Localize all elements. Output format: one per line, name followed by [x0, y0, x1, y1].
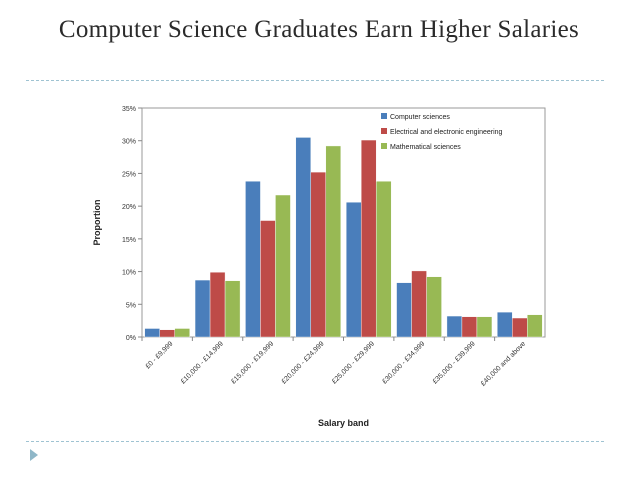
- bar-1-6: [396, 282, 412, 338]
- bar-1-1: [144, 328, 160, 338]
- legend-label-3: Mathematical sciences: [390, 144, 461, 151]
- bar-3-4: [325, 145, 342, 338]
- bar-3-8: [527, 314, 543, 338]
- y-tick-label: 5%: [126, 302, 136, 309]
- slide-title: Computer Science Graduates Earn Higher S…: [58, 16, 580, 43]
- legend-label-1: Computer sciences: [390, 114, 450, 121]
- legend-swatch-3: [381, 143, 387, 149]
- y-tick-label: 15%: [122, 237, 136, 244]
- title-divider: [26, 80, 604, 81]
- bar-2-1: [159, 329, 175, 338]
- x-tick-label: £40,000 and above: [480, 340, 527, 387]
- y-tick-label: 10%: [122, 270, 136, 277]
- footer-divider: [26, 441, 604, 442]
- x-tick-label: £15,000 - £19,999: [230, 340, 275, 385]
- bar-1-5: [345, 202, 362, 338]
- bar-1-2: [194, 279, 211, 338]
- bar-2-6: [411, 270, 427, 338]
- bar-1-3: [245, 181, 261, 338]
- bar-1-7: [446, 315, 463, 338]
- y-tick-label: 35%: [122, 106, 136, 113]
- x-tick-label: £10,000 - £14,999: [180, 340, 225, 385]
- bar-3-2: [224, 280, 241, 338]
- legend-label-2: Electrical and electronic engineering: [390, 129, 503, 136]
- x-tick-label: £30,000 - £34,999: [381, 340, 426, 385]
- bar-2-5: [360, 139, 377, 338]
- bar-3-6: [426, 276, 442, 338]
- legend-swatch-2: [381, 128, 387, 134]
- bar-3-7: [476, 316, 493, 338]
- y-tick-label: 30%: [122, 139, 136, 146]
- bar-1-4: [295, 137, 312, 338]
- bar-3-1: [174, 328, 190, 338]
- y-axis-title: Proportion: [92, 200, 102, 246]
- x-tick-label: £35,000 - £39,999: [432, 340, 477, 385]
- bar-3-5: [375, 181, 392, 338]
- legend-swatch-1: [381, 113, 387, 119]
- x-axis-title: Salary band: [318, 418, 369, 428]
- x-tick-label: £20,000 - £24,999: [281, 340, 326, 385]
- bar-2-4: [310, 171, 327, 338]
- bar-3-3: [275, 194, 291, 338]
- salary-band-chart: 0% 5% 10% 15% 20% 25% 30% 35% Proportion £0 - £9,…: [92, 106, 546, 428]
- bullet-arrow-icon: [30, 449, 38, 461]
- y-tick-label: 20%: [122, 204, 136, 211]
- x-tick-label: £0 - £9,999: [145, 340, 175, 370]
- bar-1-8: [497, 311, 513, 338]
- bar-2-7: [461, 316, 478, 338]
- bar-2-8: [512, 317, 528, 338]
- bar-2-3: [260, 220, 276, 338]
- bar-2-2: [209, 272, 226, 338]
- x-tick-label: £25,000 - £29,999: [331, 340, 376, 385]
- y-tick-label: 0%: [126, 335, 136, 342]
- y-tick-label: 25%: [122, 171, 136, 178]
